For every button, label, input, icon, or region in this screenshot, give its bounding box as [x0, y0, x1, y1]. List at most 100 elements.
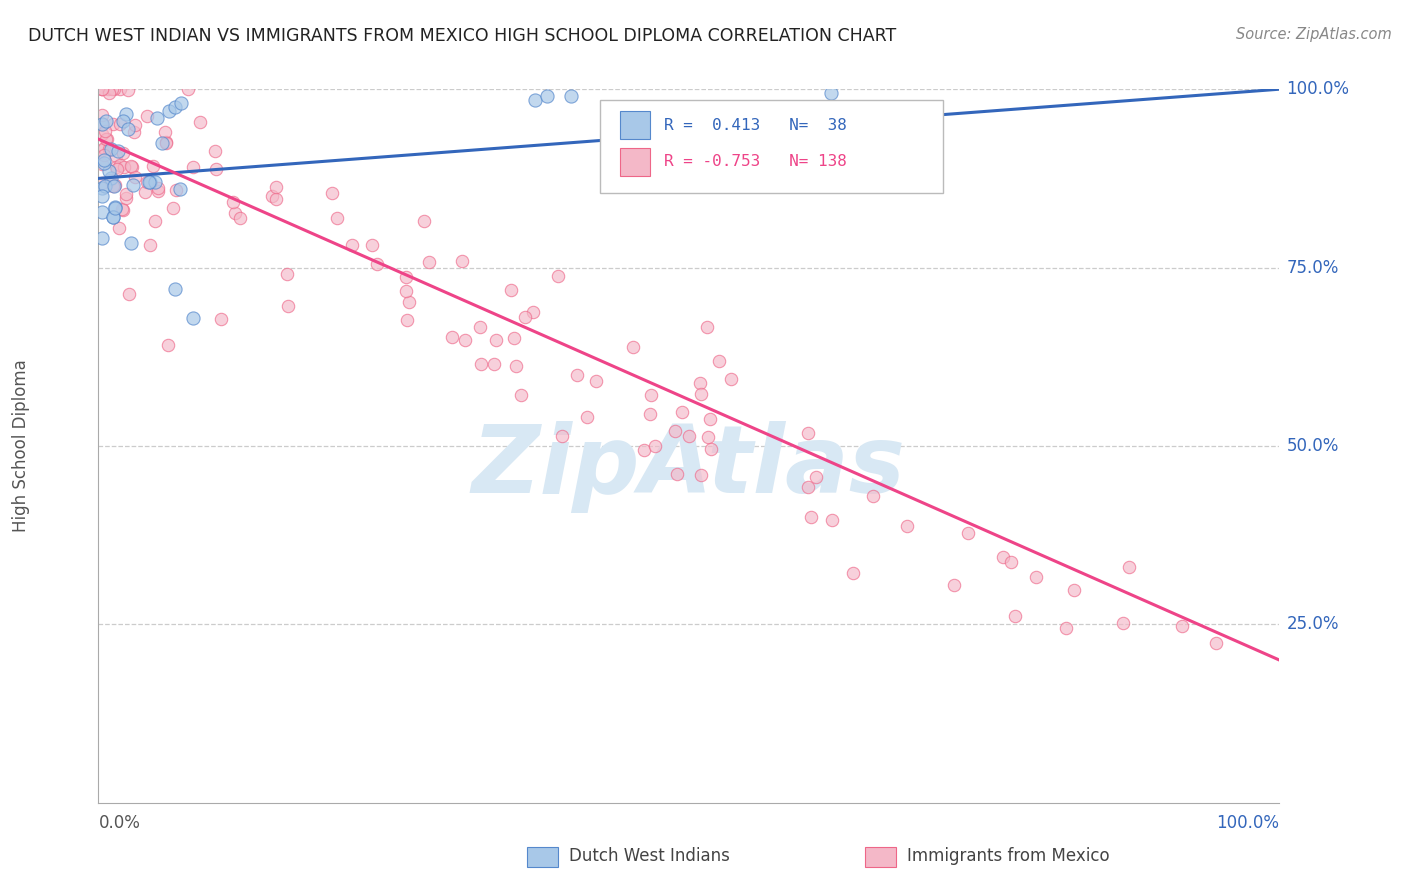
Point	[204, 144, 226, 158]
Point	[143, 214, 166, 228]
FancyBboxPatch shape	[600, 100, 943, 193]
Point	[513, 310, 536, 325]
Point	[94, 114, 117, 128]
Point	[485, 333, 508, 347]
Text: R = -0.753   N= 138: R = -0.753 N= 138	[664, 154, 846, 169]
Point	[96, 132, 118, 146]
Point	[188, 115, 211, 129]
Point	[94, 131, 117, 145]
Point	[138, 176, 160, 190]
Bar	[620, 111, 650, 139]
Point	[700, 442, 723, 457]
Point	[100, 171, 122, 186]
Point	[441, 330, 464, 344]
Point	[97, 82, 120, 96]
Point	[565, 368, 588, 382]
Text: R =  0.413   N=  38: R = 0.413 N= 38	[664, 118, 846, 133]
Point	[157, 103, 180, 118]
Point	[111, 202, 134, 216]
Point	[943, 578, 966, 592]
Point	[640, 388, 662, 402]
Point	[105, 162, 128, 177]
Point	[91, 231, 114, 245]
Point	[91, 82, 114, 96]
Point	[93, 147, 115, 161]
Point	[585, 375, 607, 389]
Point	[146, 111, 169, 125]
Point	[689, 376, 711, 390]
Point	[91, 117, 114, 131]
Point	[277, 299, 299, 313]
Point	[454, 333, 477, 347]
Point	[468, 320, 491, 334]
Point	[224, 205, 246, 219]
Point	[170, 96, 193, 111]
Point	[181, 310, 204, 325]
Point	[1205, 636, 1227, 650]
Point	[117, 82, 139, 96]
Point	[1112, 616, 1135, 631]
Point	[576, 409, 599, 424]
Point	[509, 387, 531, 401]
Point	[176, 82, 198, 96]
Point	[91, 189, 114, 203]
Point	[139, 237, 162, 252]
Point	[342, 238, 364, 252]
Point	[136, 175, 159, 189]
Point	[97, 164, 120, 178]
Point	[638, 407, 661, 421]
Point	[1004, 608, 1026, 623]
Point	[276, 267, 298, 281]
Point	[122, 125, 145, 139]
Point	[111, 202, 134, 217]
Point	[135, 109, 157, 123]
Point	[501, 283, 523, 297]
Point	[551, 429, 574, 443]
Point	[664, 424, 686, 438]
Point	[361, 237, 384, 252]
Point	[91, 143, 114, 157]
Point	[862, 489, 884, 503]
Point	[150, 136, 173, 150]
Point	[395, 284, 418, 298]
Point	[108, 221, 131, 235]
Point	[91, 157, 114, 171]
Text: Immigrants from Mexico: Immigrants from Mexico	[907, 847, 1109, 865]
Point	[91, 128, 114, 142]
Point	[101, 82, 124, 96]
Text: ZipAtlas: ZipAtlas	[472, 421, 905, 514]
Point	[502, 331, 524, 345]
Point	[621, 340, 644, 354]
Point	[97, 86, 120, 100]
Point	[666, 467, 689, 482]
Point	[842, 566, 865, 581]
Point	[228, 211, 250, 225]
Point	[142, 160, 165, 174]
Point	[103, 178, 125, 193]
Point	[91, 82, 114, 96]
Point	[153, 125, 176, 139]
Point	[418, 255, 440, 269]
Point	[536, 89, 558, 103]
Point	[104, 201, 127, 215]
Point	[101, 210, 124, 224]
Point	[689, 467, 711, 482]
Text: 25.0%: 25.0%	[1286, 615, 1339, 633]
Point	[181, 161, 204, 175]
Point	[124, 118, 146, 132]
Text: 75.0%: 75.0%	[1286, 259, 1339, 277]
Text: 50.0%: 50.0%	[1286, 437, 1339, 455]
Point	[91, 205, 114, 219]
Point	[93, 156, 115, 170]
Point	[395, 312, 418, 326]
Point	[110, 117, 132, 131]
Point	[1054, 621, 1077, 635]
Point	[169, 181, 191, 195]
Point	[505, 359, 527, 374]
Point	[1000, 555, 1022, 569]
Point	[697, 430, 720, 444]
Point	[260, 189, 283, 203]
Point	[696, 320, 718, 334]
Point	[157, 338, 180, 352]
Point	[101, 117, 124, 131]
